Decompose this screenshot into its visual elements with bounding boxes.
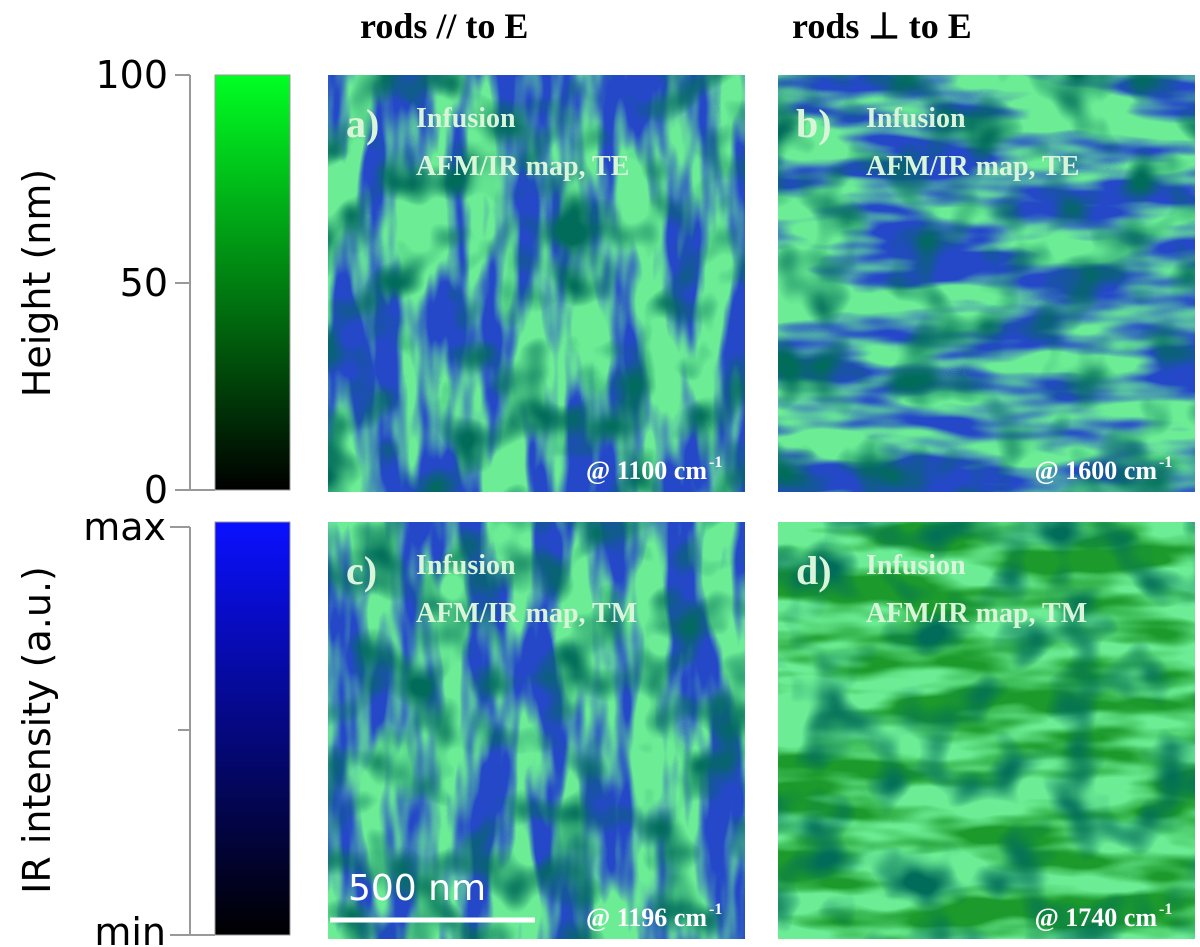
map-shadow: [778, 522, 1195, 939]
panel-letter: d): [796, 548, 832, 593]
wavenumber-exponent: -1: [1159, 901, 1172, 918]
height-colorbar: [214, 74, 291, 491]
wavenumber-exponent: -1: [1159, 454, 1172, 471]
colorbar-axes: [170, 74, 215, 936]
wavenumber: @ 1100 cm: [586, 456, 707, 485]
column-header: rods // to E: [360, 6, 528, 46]
tick-label: 0: [144, 468, 168, 512]
map-shadow: [778, 75, 1195, 492]
tick-label: 50: [120, 261, 168, 305]
tick-label: 100: [95, 53, 168, 97]
panel-title: Infusion: [866, 550, 966, 581]
tick-label: min: [94, 910, 166, 947]
scale-bar-label: 500 nm: [348, 868, 486, 909]
wavenumber-exponent: -1: [709, 454, 722, 471]
wavenumber: @ 1196 cm: [586, 903, 707, 932]
panel-title: Infusion: [866, 103, 966, 134]
map-shadow: [328, 522, 745, 939]
panel-letter: a): [346, 101, 379, 146]
panel-subtitle: AFM/IR map, TE: [866, 151, 1079, 182]
column-header: rods ⊥ to E: [792, 6, 972, 46]
tick-label: max: [83, 505, 166, 549]
wavenumber-exponent: -1: [709, 901, 722, 918]
panel-title: Infusion: [416, 550, 516, 581]
panel-letter: c): [346, 548, 377, 593]
panel-subtitle: AFM/IR map, TM: [416, 598, 637, 629]
panel-letter: b): [796, 101, 832, 146]
wavenumber: @ 1600 cm: [1035, 456, 1158, 485]
axis-label: Height (nm): [15, 169, 59, 397]
panel-title: Infusion: [416, 103, 516, 134]
map-shadow: [328, 75, 745, 492]
axis-label: IR intensity (a.u.): [15, 566, 59, 894]
panel-subtitle: AFM/IR map, TE: [416, 151, 629, 182]
ir-colorbar: [214, 521, 291, 936]
panel-subtitle: AFM/IR map, TM: [866, 598, 1087, 629]
wavenumber: @ 1740 cm: [1035, 903, 1158, 932]
